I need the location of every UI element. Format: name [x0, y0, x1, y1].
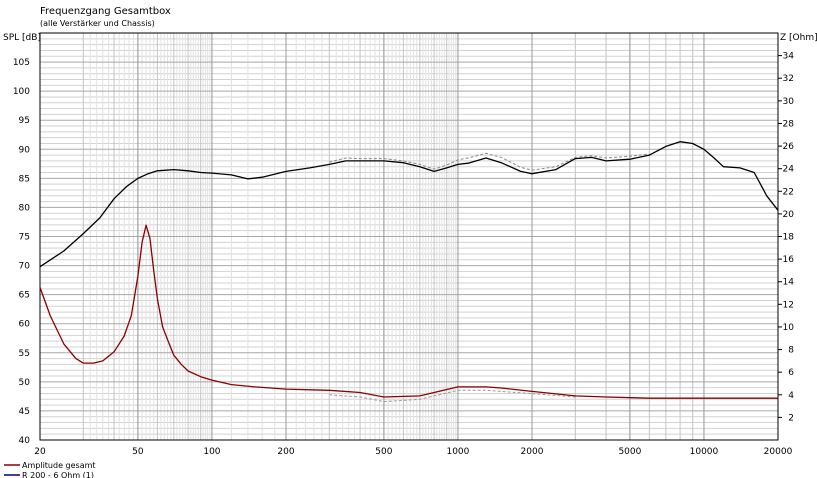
y2-tick-label: 30 [783, 97, 795, 107]
x-tick-label: 20 [34, 447, 46, 457]
legend-label: Amplitude gesamt [22, 461, 96, 470]
y2-tick-label: 32 [783, 74, 794, 84]
y-tick-label: 70 [19, 262, 31, 272]
y-tick-label: 100 [13, 87, 30, 97]
y-axis: 40 45 50 55 60 65 70 75 80 85 90 95 100 105 [13, 58, 30, 446]
y-tick-label: 50 [19, 378, 31, 388]
y2-tick-label: 2 [788, 413, 794, 423]
y2-tick-label: 10 [783, 323, 795, 333]
y2-tick-label: 8 [788, 346, 794, 356]
y2-tick-label: 22 [783, 187, 794, 197]
y2-tick-label: 24 [783, 165, 795, 175]
y2-tick-label: 6 [788, 368, 794, 378]
y-tick-label: 95 [19, 116, 30, 126]
chart-title: Frequenzgang Gesamtbox [40, 6, 171, 17]
series-line [329, 152, 650, 171]
x-tick-label: 50 [132, 447, 144, 457]
y-tick-label: 60 [19, 320, 31, 330]
x-tick-label: 200 [277, 447, 294, 457]
y2-tick-label: 26 [783, 142, 795, 152]
y-axis-label: SPL [dB] [3, 33, 41, 43]
x-tick-label: 20000 [764, 447, 793, 457]
y-tick-label: 105 [13, 58, 30, 68]
x-tick-label: 1000 [446, 447, 469, 457]
chart-subtitle: (alle Verstärker und Chassis) [40, 19, 155, 28]
x-tick-label: 10000 [690, 447, 719, 457]
y-tick-label: 80 [19, 203, 31, 213]
x-tick-label: 100 [203, 447, 220, 457]
y2-tick-label: 16 [783, 255, 795, 265]
series-line [39, 141, 779, 268]
y2-tick-label: 14 [783, 278, 795, 288]
series-line [329, 389, 576, 403]
major-grid [39, 33, 779, 441]
y-tick-label: 40 [19, 436, 31, 446]
y-tick-label: 85 [19, 174, 30, 184]
x-tick-label: 500 [375, 447, 392, 457]
x-tick-label: 5000 [618, 447, 641, 457]
y-tick-label: 90 [19, 145, 31, 155]
y2-tick-label: 28 [783, 119, 795, 129]
y2-tick-label: 12 [783, 300, 794, 310]
y2-tick-label: 4 [788, 391, 794, 401]
x-tick-label: 2000 [521, 447, 544, 457]
y2-tick-label: 20 [783, 210, 795, 220]
series-line [39, 224, 778, 399]
y-tick-label: 45 [19, 407, 30, 417]
y-tick-label: 65 [19, 291, 30, 301]
y-tick-label: 55 [19, 349, 30, 359]
x-axis: 20 50 100 200 500 1000 2000 5000 10000 20000 [34, 447, 792, 457]
series-layer [39, 141, 779, 403]
y2-tick-label: 18 [783, 233, 795, 243]
y2-tick-label: 34 [783, 52, 795, 62]
y-tick-label: 75 [19, 233, 30, 243]
y2-axis-label: Z [Ohm] [780, 33, 817, 43]
legend-label: R 200 - 6 Ohm (1) [22, 471, 94, 478]
